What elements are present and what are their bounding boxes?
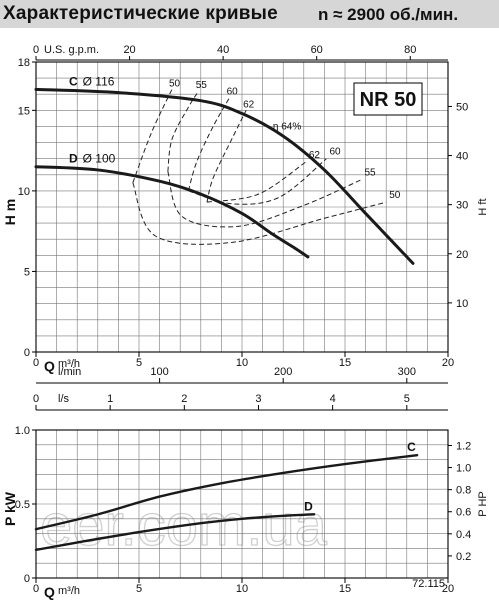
power-y-tick-label: 0.5 [15,499,30,511]
power-chart-panel: 0 5 10 15 20 0 0.5 1.0 0.2 0.4 0.6 0.8 1.0 1.2 P kW P H… [2,425,489,600]
y-tick-label: 0 [24,347,30,359]
head-grid [35,61,449,353]
efficiency-label: 55 [196,80,208,91]
curve-letter: C [69,74,78,88]
power-y2-axis-label: P HP [477,491,489,516]
curve-diameter: Ø 100 [83,152,116,166]
y-axis-label: H m [2,199,18,225]
power-y2-tick-label: 1.0 [456,463,471,475]
x-tick-label: 10 [236,357,248,369]
figure-code: 72.115 [412,578,445,590]
head-curve-C [34,87,415,265]
x-axis-unit-power: m³/h [58,585,80,597]
efficiency-contour [187,97,231,192]
power-y2-tick-label: 1.2 [456,440,471,452]
efficiency-label: 62 [309,150,321,161]
curve-label-D: D Ø 100 [69,152,116,166]
efficiency-label: 50 [169,78,181,89]
y-tick-label: 15 [18,105,30,117]
efficiency-contour [167,171,362,228]
model-title: NR 50 [360,89,417,111]
x-tick-label: 15 [339,357,351,369]
y2-tick-label: 10 [456,298,468,310]
power-curve-label-C: C [407,440,416,454]
efficiency-contour [167,90,200,172]
power-y-tick-label: 0 [24,573,30,585]
x-tick-label: 5 [136,357,142,369]
power-x-tick-label: 10 [236,583,248,595]
flow-units-axes: 100 200 300 l/min 0 1 2 3 4 5 l/s [33,366,448,411]
efficiency-label: 50 [389,190,401,201]
secondary-axis-label: l/min [58,366,81,378]
curve-diameter: Ø 116 [83,74,115,88]
efficiency-contours: 50 55 60 62 62 60 55 50 η 64% [132,78,401,245]
y-tick-label: 5 [24,266,30,278]
power-x-tick-label: 20 [442,583,454,595]
secondary-tick-label: 100 [150,366,168,378]
efficiency-contour [132,89,173,184]
power-curve-label-D: D [304,499,313,513]
y-tick-label: 10 [18,186,30,198]
power-curves: CD [34,440,419,552]
efficiency-label: 62 [243,99,255,110]
y2-axis-label: H ft [477,198,489,215]
top-tick-label: 60 [311,44,323,56]
secondary-tick-label: 0 [33,393,39,405]
x-axis-label-power: Q [44,584,55,600]
power-y2-tick-label: 0.6 [456,507,471,519]
top-axis-label: U.S. g.p.m. [44,44,99,56]
top-tick-label: 80 [404,44,416,56]
speed-subtitle: n ≈ 2900 об./мин. [318,5,459,24]
efficiency-label: 60 [227,86,239,97]
efficiency-label: 55 [364,168,376,179]
secondary-tick-label: 3 [255,393,261,405]
page-title: Характеристические кривые [3,3,278,24]
secondary-tick-label: 5 [404,393,410,405]
efficiency-contour [206,110,247,203]
y2-tick-label: 20 [456,249,468,261]
power-x-tick-label: 5 [136,583,142,595]
secondary-axis-label: l/s [58,393,70,405]
curve-letter: D [69,152,78,166]
head-curve-D [34,165,310,259]
x-tick-label: 0 [33,357,39,369]
power-y2-tick-label: 0.4 [456,529,471,541]
efficiency-contour [206,161,307,203]
curve-label-C: C Ø 116 [69,74,115,88]
x-axis-label-main: Q [44,358,55,374]
y2-tick-label: 50 [456,101,468,113]
secondary-tick-label: 1 [107,393,113,405]
power-x-tick-label: 0 [33,583,39,595]
efficiency-peak-label: η 64% [273,122,301,133]
power-x-tick-label: 15 [339,583,351,595]
head-curves: C Ø 116 D Ø 100 [34,74,415,265]
secondary-tick-label: 300 [398,366,416,378]
y2-tick-label: 30 [456,200,468,212]
model-box [353,82,423,116]
y2-tick-label: 40 [456,151,468,163]
top-tick-label: 20 [123,44,135,56]
power-y2-tick-label: 0.8 [456,485,471,497]
secondary-tick-label: 2 [181,393,187,405]
secondary-tick-label: 4 [330,393,336,405]
power-y-tick-label: 1.0 [15,425,30,437]
efficiency-label: 60 [329,147,341,158]
power-y2-tick-label: 0.2 [456,551,471,563]
power-y-axis-label: P kW [2,491,18,526]
power-curve-D [34,513,316,552]
y-tick-label: 18 [18,57,30,69]
top-tick-label: 40 [217,44,229,56]
header-bar: Характеристические кривые n ≈ 2900 об./м… [0,0,499,28]
power-curve-C [34,453,419,531]
x-axis-unit-main: m³/h [58,358,80,370]
x-tick-label: 20 [442,357,454,369]
power-grid [35,429,449,579]
secondary-tick-label: 200 [274,366,292,378]
efficiency-contour [132,182,387,245]
top-tick-label: 0 [33,44,39,56]
